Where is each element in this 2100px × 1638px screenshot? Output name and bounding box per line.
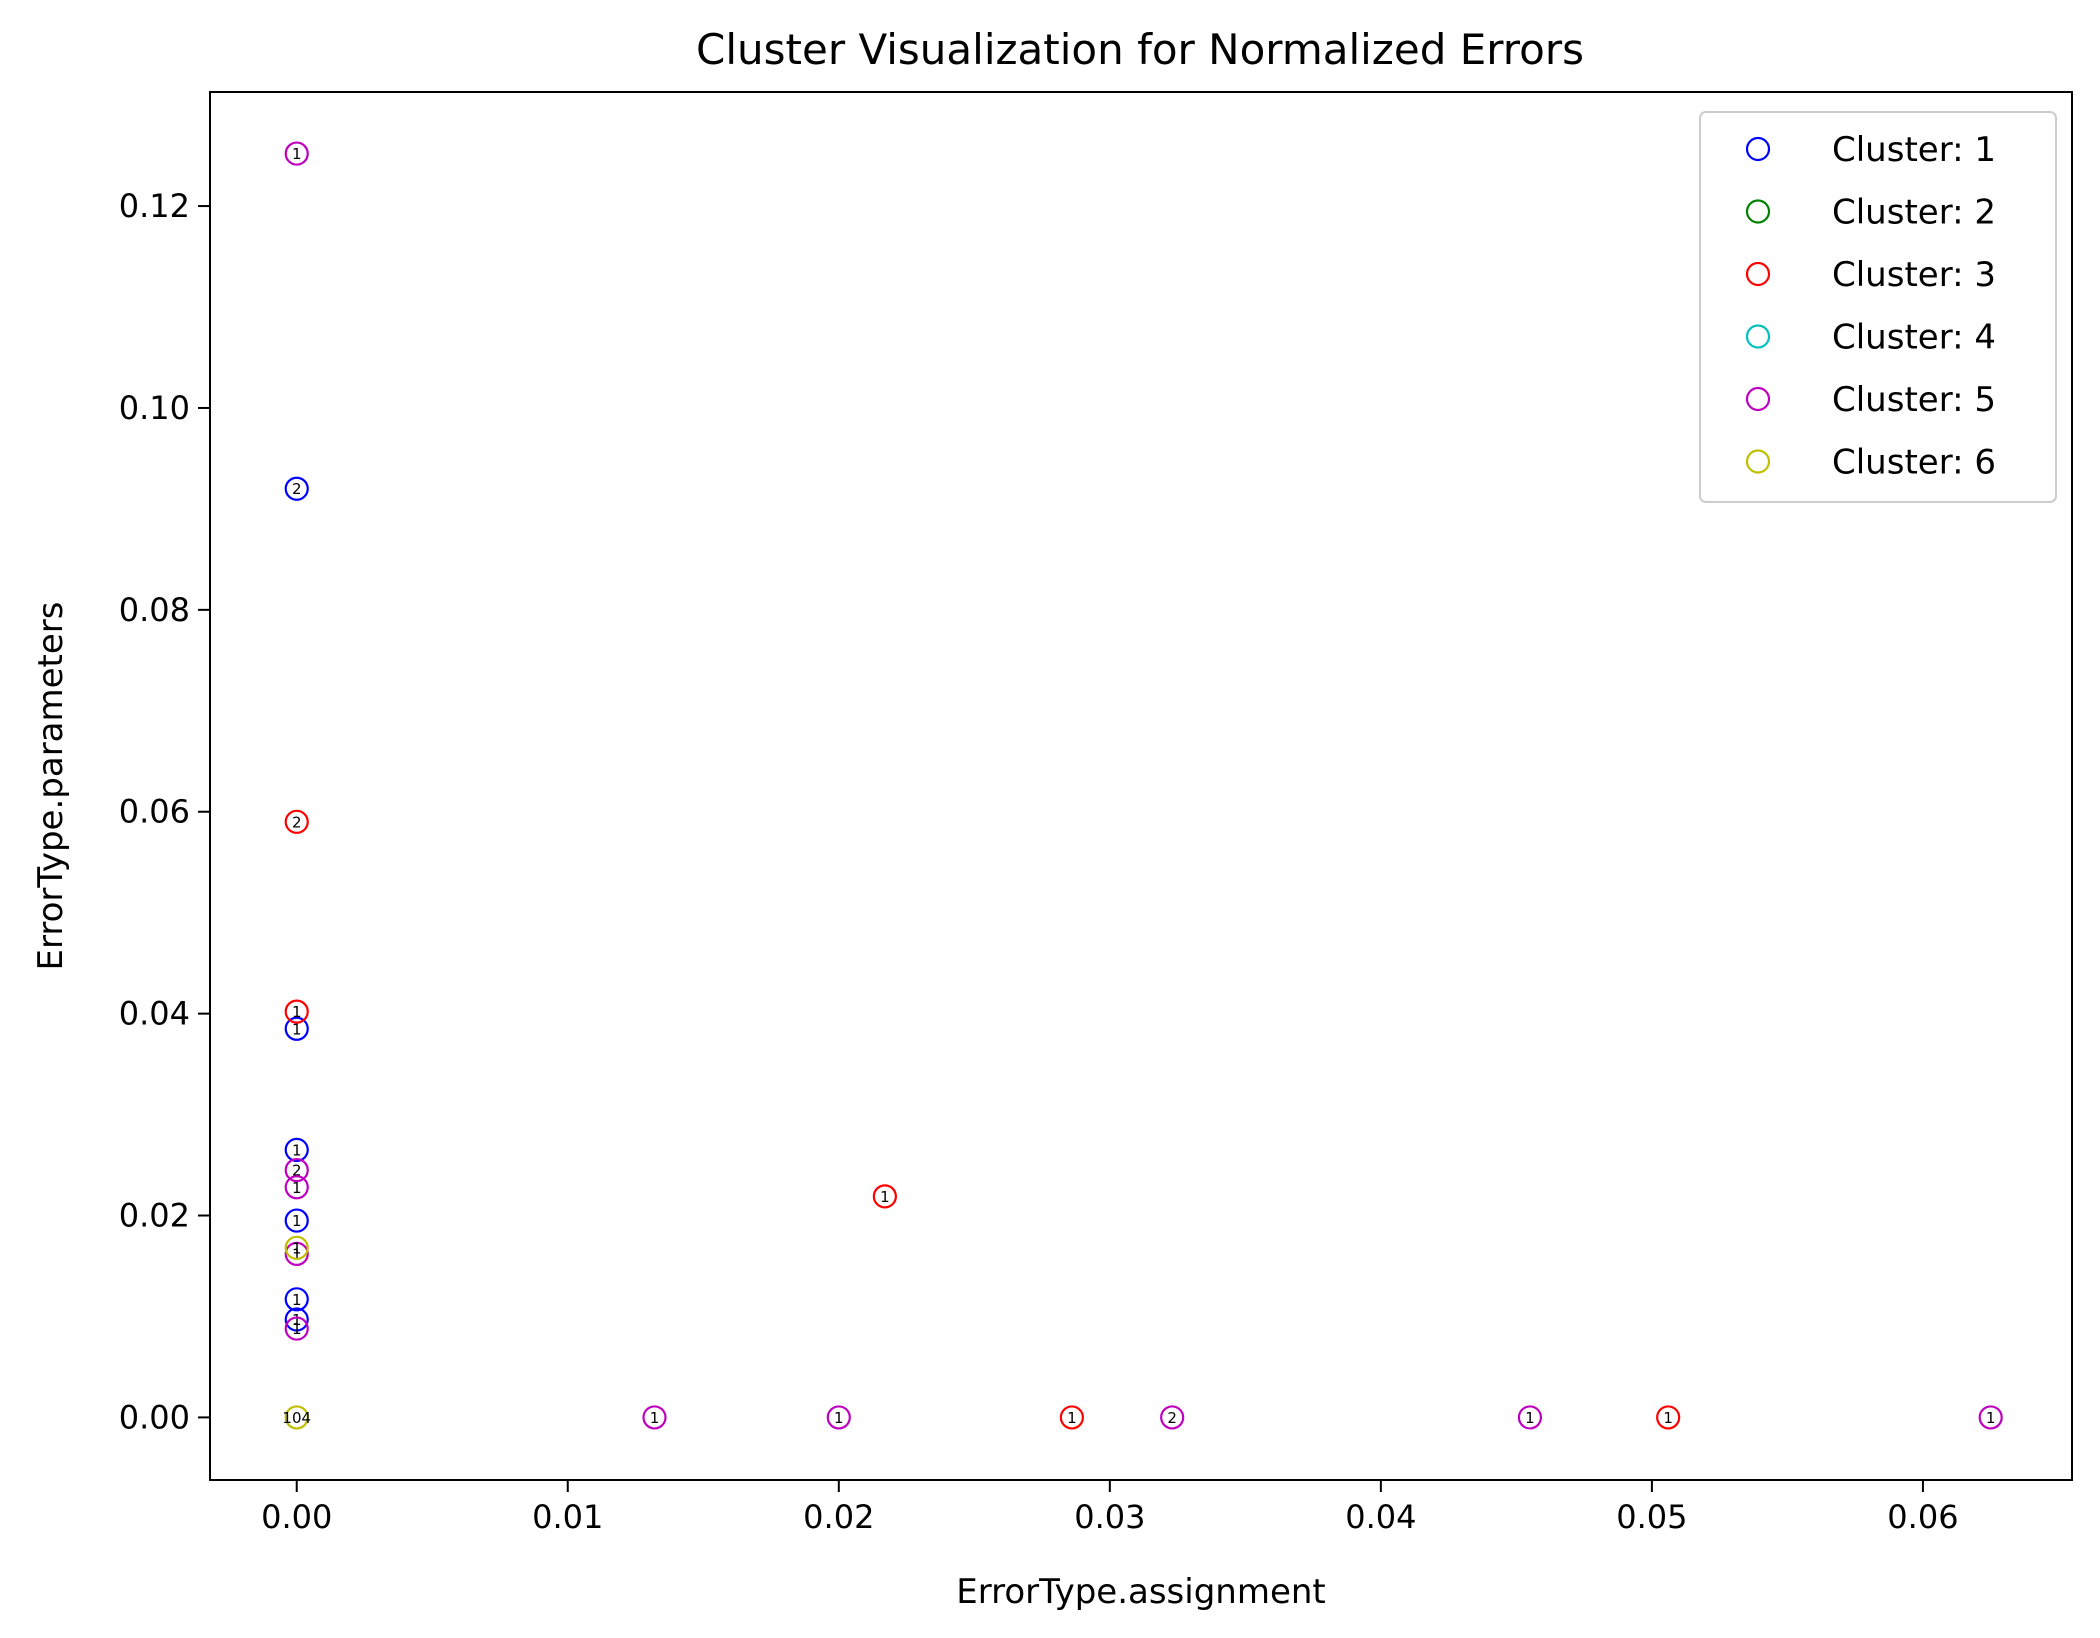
legend-label: Cluster: 2 — [1832, 193, 1996, 233]
x-tick-label: 0.05 — [1616, 1498, 1687, 1536]
data-point-label: 1 — [292, 1320, 302, 1338]
data-point — [284, 1307, 309, 1332]
x-tick-label: 0.00 — [261, 1498, 332, 1536]
legend-label: Cluster: 4 — [1832, 318, 1996, 358]
data-point-label: 1 — [650, 1409, 660, 1427]
data-point-label: 1 — [292, 1245, 302, 1263]
data-point-label: 1 — [1986, 1409, 1996, 1427]
data-point-label: 1 — [1663, 1409, 1673, 1427]
x-tick-label: 0.02 — [803, 1498, 874, 1536]
legend-marker — [1745, 324, 1771, 349]
data-point — [284, 999, 309, 1024]
data-point — [284, 1316, 309, 1341]
legend-marker — [1745, 261, 1771, 287]
x-tick-label: 0.03 — [1074, 1498, 1145, 1536]
data-point-label: 1 — [292, 1020, 302, 1038]
legend-marker — [1745, 449, 1771, 474]
x-tick-label: 0.04 — [1345, 1498, 1416, 1536]
data-point-label: 1 — [292, 1212, 302, 1230]
data-point-label: 2 — [292, 480, 302, 498]
data-point-label: 1 — [292, 1179, 302, 1197]
data-point-label: 1 — [880, 1188, 890, 1206]
data-point-label: 2 — [292, 813, 302, 831]
chart-title: Cluster Visualization for Normalized Err… — [696, 25, 1584, 74]
data-point — [284, 1405, 309, 1430]
plot-frame — [209, 91, 2073, 1481]
data-point — [284, 1287, 309, 1312]
data-point-label: 1 — [292, 1141, 302, 1159]
axis-ticks: 0.00 0.01 0.02 0.03 0.04 0.05 0.06 0.00 0.02 0.04… — [119, 187, 1959, 1536]
data-point — [284, 1175, 309, 1200]
legend-label: Cluster: 1 — [1832, 130, 1996, 170]
data-point — [642, 1405, 667, 1430]
data-point — [284, 476, 309, 501]
y-tick-label: 0.04 — [119, 995, 190, 1033]
data-point-label: 2 — [1167, 1409, 1177, 1427]
data-point — [284, 809, 309, 834]
data-point-label: 1 — [292, 1239, 302, 1257]
data-point — [1059, 1405, 1084, 1430]
y-tick-label: 0.06 — [119, 793, 190, 831]
data-point-label: 1 — [292, 1003, 302, 1021]
legend-label: Cluster: 3 — [1832, 255, 1996, 295]
data-point — [1656, 1405, 1681, 1430]
data-point — [284, 1235, 309, 1260]
legend-box — [1699, 111, 2057, 503]
x-axis-title: ErrorType.assignment — [956, 1572, 1326, 1612]
data-point-label: 1 — [292, 145, 302, 163]
data-point — [1517, 1405, 1543, 1430]
data-point-label: 1 — [834, 1409, 844, 1427]
y-tick-label: 0.12 — [119, 187, 190, 225]
data-point — [284, 1208, 309, 1233]
data-point-label: 1 — [1525, 1409, 1535, 1427]
legend-label: Cluster: 6 — [1832, 443, 1996, 483]
legend-marker — [1745, 199, 1771, 224]
data-point-label: 104 — [282, 1409, 311, 1427]
data-point — [826, 1405, 851, 1430]
data-point — [284, 1241, 309, 1266]
data-point-label: 1 — [292, 1291, 302, 1309]
y-tick-label: 0.08 — [119, 591, 190, 629]
y-tick-label: 0.10 — [119, 389, 190, 427]
legend: Cluster: 1 Cluster: 2 Cluster: 3 Cluster: 4… — [1699, 111, 2057, 503]
data-point — [284, 1157, 309, 1183]
legend-marker — [1745, 386, 1771, 412]
data-point-label: 2 — [292, 1162, 302, 1180]
data-point — [284, 1137, 309, 1163]
legend-marker — [1745, 136, 1771, 162]
data-point — [284, 141, 309, 166]
y-axis-title: ErrorType.parameters — [31, 602, 71, 971]
data-point-label: 1 — [1067, 1409, 1077, 1427]
data-point-label: 1 — [292, 1311, 302, 1329]
data-point — [872, 1184, 897, 1209]
x-tick-label: 0.01 — [532, 1498, 603, 1536]
data-point — [1978, 1405, 2003, 1430]
y-tick-label: 0.02 — [119, 1197, 190, 1235]
legend-label: Cluster: 5 — [1832, 380, 1996, 420]
data-point — [1160, 1405, 1185, 1430]
y-tick-label: 0.00 — [119, 1398, 190, 1436]
data-point — [284, 1016, 309, 1041]
x-tick-label: 0.06 — [1887, 1498, 1958, 1536]
